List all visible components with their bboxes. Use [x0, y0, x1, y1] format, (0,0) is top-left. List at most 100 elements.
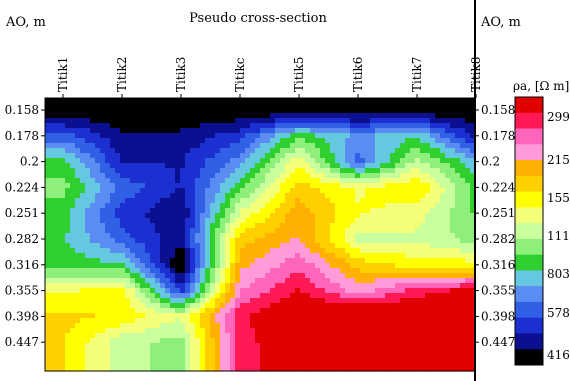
- contour-cell: [185, 163, 191, 169]
- contour-cell: [360, 338, 366, 344]
- contour-cell: [300, 273, 306, 279]
- contour-cell: [240, 108, 246, 114]
- contour-cell: [100, 293, 106, 299]
- contour-cell: [95, 328, 101, 334]
- contour-cell: [210, 103, 216, 109]
- contour-cell: [125, 198, 131, 204]
- contour-cell: [300, 148, 306, 154]
- contour-cell: [295, 188, 301, 194]
- contour-cell: [95, 178, 101, 184]
- contour-cell: [360, 363, 366, 369]
- contour-cell: [70, 158, 76, 164]
- contour-cell: [85, 328, 91, 334]
- contour-cell: [50, 323, 56, 329]
- contour-cell: [80, 243, 86, 249]
- contour-cell: [220, 188, 226, 194]
- contour-cell: [45, 233, 51, 239]
- contour-cell: [225, 293, 231, 299]
- contour-cell: [300, 173, 306, 179]
- contour-cell: [305, 98, 311, 104]
- contour-cell: [55, 223, 61, 229]
- contour-cell: [400, 138, 406, 144]
- contour-cell: [190, 223, 196, 229]
- contour-cell: [115, 313, 121, 319]
- contour-cell: [185, 128, 191, 134]
- contour-cell: [320, 148, 326, 154]
- contour-cell: [90, 183, 96, 189]
- contour-cell: [250, 193, 256, 199]
- contour-cell: [415, 313, 421, 319]
- contour-cell: [375, 103, 381, 109]
- contour-cell: [460, 143, 466, 149]
- contour-cell: [280, 313, 286, 319]
- contour-cell: [90, 143, 96, 149]
- contour-cell: [280, 268, 286, 274]
- contour-cell: [220, 318, 226, 324]
- contour-cell: [180, 98, 186, 104]
- contour-cell: [110, 303, 116, 309]
- contour-cell: [240, 288, 246, 294]
- contour-cell: [65, 353, 71, 359]
- contour-cell: [75, 228, 81, 234]
- contour-cell: [140, 313, 146, 319]
- contour-cell: [265, 198, 271, 204]
- contour-cell: [215, 268, 221, 274]
- colorbar-swatch: [515, 176, 543, 192]
- contour-cell: [405, 268, 411, 274]
- contour-cell: [45, 328, 51, 334]
- contour-cell: [275, 323, 281, 329]
- contour-cell: [325, 233, 331, 239]
- contour-cell: [180, 113, 186, 119]
- contour-cell: [430, 123, 436, 129]
- contour-cell: [135, 163, 141, 169]
- contour-cell: [160, 258, 166, 264]
- contour-cell: [225, 208, 231, 214]
- contour-cell: [200, 333, 206, 339]
- contour-cell: [240, 143, 246, 149]
- contour-cell: [400, 288, 406, 294]
- contour-cell: [150, 348, 156, 354]
- contour-cell: [400, 358, 406, 364]
- contour-cell: [360, 208, 366, 214]
- contour-cell: [290, 288, 296, 294]
- contour-cell: [215, 193, 221, 199]
- contour-cell: [355, 223, 361, 229]
- contour-cell: [400, 253, 406, 259]
- contour-cell: [420, 338, 426, 344]
- contour-cell: [420, 353, 426, 359]
- contour-cell: [445, 283, 451, 289]
- contour-cell: [245, 283, 251, 289]
- contour-cell: [255, 223, 261, 229]
- contour-cell: [230, 243, 236, 249]
- contour-cell: [290, 328, 296, 334]
- contour-cell: [160, 118, 166, 124]
- contour-cell: [225, 173, 231, 179]
- contour-cell: [75, 163, 81, 169]
- contour-cell: [65, 323, 71, 329]
- contour-cell: [160, 138, 166, 144]
- contour-cell: [110, 308, 116, 314]
- contour-cell: [80, 323, 86, 329]
- contour-cell: [160, 268, 166, 274]
- contour-cell: [300, 338, 306, 344]
- contour-cell: [240, 308, 246, 314]
- contour-cell: [115, 248, 121, 254]
- contour-cell: [280, 133, 286, 139]
- contour-cell: [425, 308, 431, 314]
- contour-cell: [125, 98, 131, 104]
- contour-cell: [210, 113, 216, 119]
- contour-cell: [175, 178, 181, 184]
- contour-cell: [150, 338, 156, 344]
- contour-cell: [395, 278, 401, 284]
- contour-cell: [70, 208, 76, 214]
- contour-cell: [450, 103, 456, 109]
- contour-cell: [340, 108, 346, 114]
- contour-cell: [450, 313, 456, 319]
- contour-cell: [395, 183, 401, 189]
- contour-cell: [170, 113, 176, 119]
- contour-cell: [295, 203, 301, 209]
- contour-cell: [245, 218, 251, 224]
- contour-cell: [130, 143, 136, 149]
- contour-cell: [210, 228, 216, 234]
- contour-cell: [180, 318, 186, 324]
